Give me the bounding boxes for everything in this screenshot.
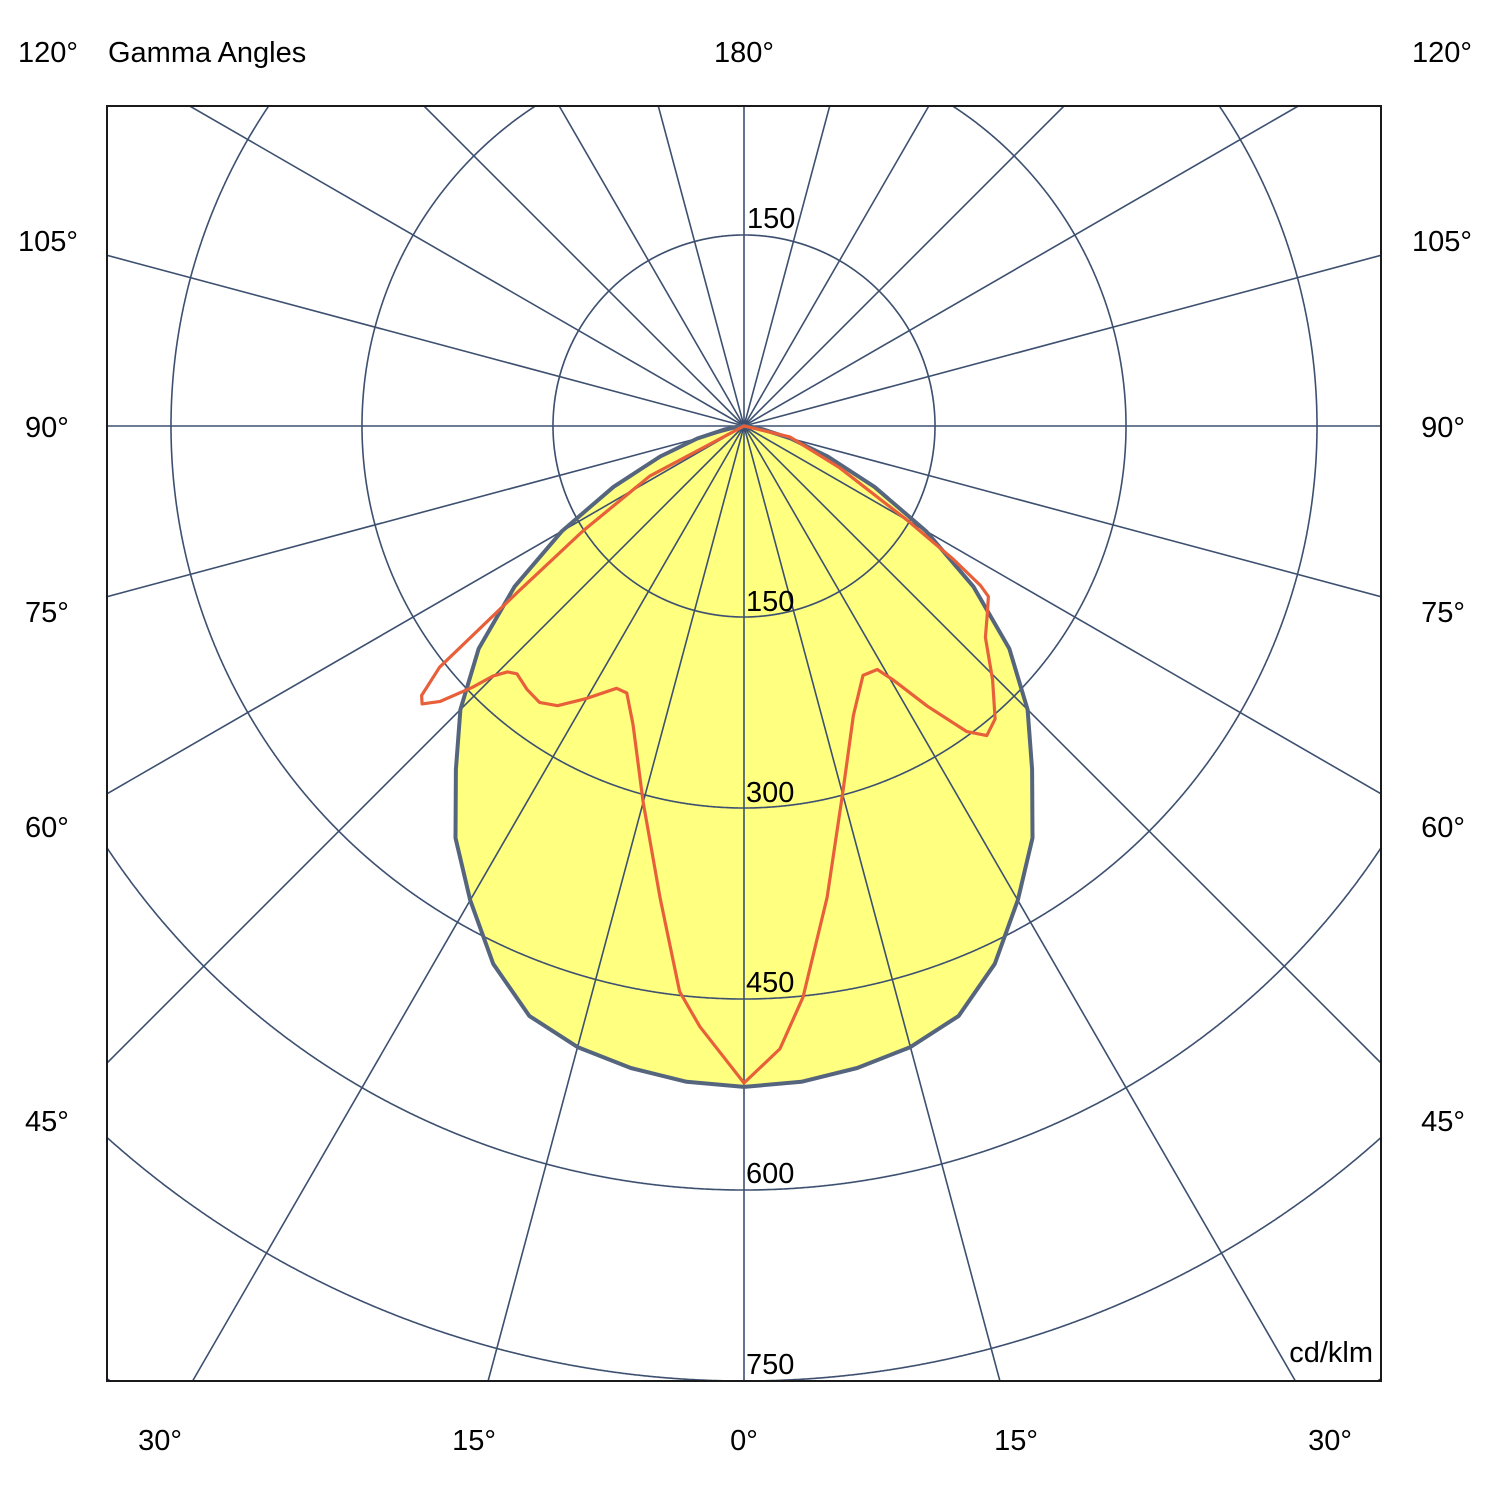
grid-radial-line xyxy=(743,106,1065,427)
angle-label-right: 105° xyxy=(1412,226,1472,258)
unit-label: cd/klm xyxy=(1289,1337,1373,1369)
angle-label-top-left: 120° xyxy=(18,37,78,69)
grid-radial-line xyxy=(191,425,745,1381)
intensity-curve-1 xyxy=(420,424,997,1085)
chart-title: Gamma Angles xyxy=(108,37,306,69)
grid-circle xyxy=(107,847,1381,1191)
angle-label-bottom: 15° xyxy=(994,1425,1038,1457)
angle-label-bottom: 30° xyxy=(1308,1425,1352,1457)
grid-radial-line xyxy=(743,106,1299,427)
radial-tick-label: 600 xyxy=(746,1158,794,1190)
grid-radial-line xyxy=(743,106,930,427)
grid-radial-line xyxy=(107,425,745,598)
angle-label-bottom: 15° xyxy=(452,1425,496,1457)
radial-tick-label: 750 xyxy=(746,1349,794,1381)
plot-frame xyxy=(106,105,1382,1382)
grid-circle xyxy=(107,1137,1381,1381)
grid-radial-line xyxy=(743,425,1381,1064)
grid-radial-line xyxy=(189,106,745,427)
grid-radial-line xyxy=(743,254,1381,427)
curve-layer xyxy=(420,424,1035,1089)
grid-radial-line xyxy=(423,106,745,427)
polar-grid xyxy=(107,106,1381,1381)
angle-label-left: 45° xyxy=(25,1106,69,1138)
grid-radial-line xyxy=(487,425,745,1381)
angle-label-left: 60° xyxy=(25,812,69,844)
grid-radial-line xyxy=(743,106,831,427)
grid-radial-line xyxy=(107,254,745,427)
radial-tick-label: 150 xyxy=(746,586,794,618)
radial-tick-label: 450 xyxy=(746,967,794,999)
angle-label-left: 105° xyxy=(18,226,78,258)
radial-tick-label: 300 xyxy=(746,777,794,809)
grid-circle xyxy=(170,106,1318,1000)
grid-radial-line xyxy=(743,425,1297,1381)
angle-label-right: 75° xyxy=(1421,597,1465,629)
angle-label-top-right: 120° xyxy=(1412,37,1472,69)
grid-radial-line xyxy=(743,425,1381,795)
grid-radial-line xyxy=(743,425,1001,1381)
grid-circle xyxy=(361,106,1127,809)
angle-label-right: 60° xyxy=(1421,812,1465,844)
angle-label-right: 45° xyxy=(1421,1106,1465,1138)
angle-label-right: 90° xyxy=(1421,412,1465,444)
angle-label-bottom: 0° xyxy=(730,1425,758,1457)
radial-tick-label-top: 150 xyxy=(747,203,795,235)
grid-radial-line xyxy=(743,425,1381,598)
angle-label-bottom: 30° xyxy=(138,1425,182,1457)
angle-label-left: 75° xyxy=(25,597,69,629)
intensity-curve-outline xyxy=(453,424,1035,1089)
grid-radial-line xyxy=(657,106,745,427)
angle-label-top-center: 180° xyxy=(714,37,774,69)
angle-label-left: 90° xyxy=(25,412,69,444)
grid-radial-line xyxy=(558,106,745,427)
grid-radial-line xyxy=(107,425,745,1064)
